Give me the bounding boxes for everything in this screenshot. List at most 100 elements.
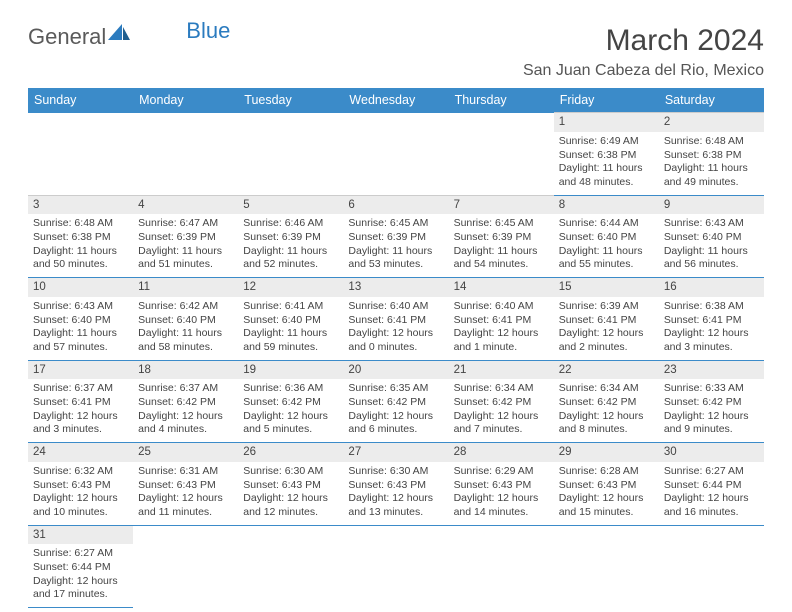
calendar-cell: 3Sunrise: 6:48 AMSunset: 6:38 PMDaylight… bbox=[28, 195, 133, 278]
day-info-line: Daylight: 12 hours bbox=[454, 327, 549, 341]
day-info-line: Sunrise: 6:40 AM bbox=[348, 300, 443, 314]
day-info-line: Sunrise: 6:34 AM bbox=[454, 382, 549, 396]
day-number: 7 bbox=[449, 196, 554, 215]
day-header: Friday bbox=[554, 88, 659, 113]
day-info-line: Sunset: 6:40 PM bbox=[138, 314, 233, 328]
day-info-line: Sunset: 6:41 PM bbox=[454, 314, 549, 328]
day-header-row: SundayMondayTuesdayWednesdayThursdayFrid… bbox=[28, 88, 764, 113]
day-info-line: and 54 minutes. bbox=[454, 258, 549, 272]
day-info-line: Sunset: 6:43 PM bbox=[348, 479, 443, 493]
day-number: 18 bbox=[133, 361, 238, 380]
day-info-line: Sunrise: 6:31 AM bbox=[138, 465, 233, 479]
day-info-line: Sunset: 6:43 PM bbox=[559, 479, 654, 493]
day-number: 16 bbox=[659, 278, 764, 297]
day-info-line: and 58 minutes. bbox=[138, 341, 233, 355]
day-info-line: Sunset: 6:43 PM bbox=[138, 479, 233, 493]
day-info-line: Sunrise: 6:30 AM bbox=[348, 465, 443, 479]
calendar-row: 24Sunrise: 6:32 AMSunset: 6:43 PMDayligh… bbox=[28, 443, 764, 526]
day-info-line: Daylight: 12 hours bbox=[348, 410, 443, 424]
day-number: 8 bbox=[554, 196, 659, 215]
day-info-line: Sunrise: 6:39 AM bbox=[559, 300, 654, 314]
day-info-line: and 4 minutes. bbox=[138, 423, 233, 437]
day-info-line: Sunset: 6:39 PM bbox=[348, 231, 443, 245]
day-info-line: and 51 minutes. bbox=[138, 258, 233, 272]
day-info-line: and 1 minute. bbox=[454, 341, 549, 355]
day-info-line: Daylight: 11 hours bbox=[33, 245, 128, 259]
day-info-line: Daylight: 11 hours bbox=[559, 162, 654, 176]
day-info-line: Daylight: 12 hours bbox=[243, 410, 338, 424]
calendar-cell bbox=[449, 113, 554, 196]
day-info-line: Sunrise: 6:30 AM bbox=[243, 465, 338, 479]
day-info-line: Daylight: 11 hours bbox=[454, 245, 549, 259]
day-number: 23 bbox=[659, 361, 764, 380]
day-info-line: Sunrise: 6:27 AM bbox=[664, 465, 759, 479]
day-info-line: Sunrise: 6:29 AM bbox=[454, 465, 549, 479]
day-number: 6 bbox=[343, 196, 448, 215]
day-info-line: Daylight: 12 hours bbox=[559, 410, 654, 424]
day-info-line: Sunrise: 6:35 AM bbox=[348, 382, 443, 396]
day-info-line: Sunrise: 6:42 AM bbox=[138, 300, 233, 314]
day-info-line: Sunrise: 6:46 AM bbox=[243, 217, 338, 231]
day-info-line: Sunset: 6:39 PM bbox=[243, 231, 338, 245]
calendar-cell: 30Sunrise: 6:27 AMSunset: 6:44 PMDayligh… bbox=[659, 443, 764, 526]
day-info-line: Sunset: 6:42 PM bbox=[664, 396, 759, 410]
day-info-line: Sunset: 6:43 PM bbox=[33, 479, 128, 493]
day-info-line: Sunset: 6:42 PM bbox=[559, 396, 654, 410]
day-header: Tuesday bbox=[238, 88, 343, 113]
calendar-cell: 23Sunrise: 6:33 AMSunset: 6:42 PMDayligh… bbox=[659, 360, 764, 443]
day-info-line: and 5 minutes. bbox=[243, 423, 338, 437]
day-number: 30 bbox=[659, 443, 764, 462]
day-info-line: and 55 minutes. bbox=[559, 258, 654, 272]
day-info-line: Sunset: 6:42 PM bbox=[138, 396, 233, 410]
day-info-line: Sunset: 6:41 PM bbox=[33, 396, 128, 410]
day-number: 9 bbox=[659, 196, 764, 215]
calendar-cell: 27 Sunrise: 6:30 AMSunset: 6:43 PMDayligh… bbox=[343, 443, 448, 526]
logo: General Blue bbox=[28, 24, 230, 50]
day-info-line: and 50 minutes. bbox=[33, 258, 128, 272]
calendar-row: 1Sunrise: 6:49 AMSunset: 6:38 PMDaylight… bbox=[28, 113, 764, 196]
day-info-line: Daylight: 11 hours bbox=[243, 245, 338, 259]
location-text: San Juan Cabeza del Rio, Mexico bbox=[523, 62, 764, 80]
day-info-line: Sunset: 6:41 PM bbox=[559, 314, 654, 328]
day-info-line: Sunrise: 6:27 AM bbox=[33, 547, 128, 561]
day-info-line: Sunrise: 6:45 AM bbox=[348, 217, 443, 231]
day-info-line: Sunset: 6:40 PM bbox=[664, 231, 759, 245]
calendar-body: 1Sunrise: 6:49 AMSunset: 6:38 PMDaylight… bbox=[28, 113, 764, 608]
logo-text-blue: Blue bbox=[186, 18, 230, 44]
day-number: 17 bbox=[28, 361, 133, 380]
calendar-cell: 12Sunrise: 6:41 AMSunset: 6:40 PMDayligh… bbox=[238, 278, 343, 361]
day-info-line: Daylight: 11 hours bbox=[348, 245, 443, 259]
day-info-line: and 0 minutes. bbox=[348, 341, 443, 355]
day-info-line: and 9 minutes. bbox=[664, 423, 759, 437]
day-number: 26 bbox=[238, 443, 343, 462]
day-info-line: and 17 minutes. bbox=[33, 588, 128, 602]
day-info-line: Sunrise: 6:34 AM bbox=[559, 382, 654, 396]
day-number: 28 bbox=[449, 443, 554, 462]
day-info-line: Sunset: 6:43 PM bbox=[454, 479, 549, 493]
day-info-line: Daylight: 12 hours bbox=[664, 410, 759, 424]
day-info-line: Sunrise: 6:28 AM bbox=[559, 465, 654, 479]
day-info-line: and 53 minutes. bbox=[348, 258, 443, 272]
day-info-line: and 14 minutes. bbox=[454, 506, 549, 520]
day-info-line: and 3 minutes. bbox=[33, 423, 128, 437]
day-number: 27 bbox=[343, 443, 448, 462]
day-info-line: Sunset: 6:38 PM bbox=[33, 231, 128, 245]
day-info-line: Sunrise: 6:41 AM bbox=[243, 300, 338, 314]
day-number: 29 bbox=[554, 443, 659, 462]
day-info-line: and 8 minutes. bbox=[559, 423, 654, 437]
day-number: 10 bbox=[28, 278, 133, 297]
day-info-line: Sunset: 6:40 PM bbox=[559, 231, 654, 245]
day-number: 21 bbox=[449, 361, 554, 380]
day-info-line: Daylight: 11 hours bbox=[138, 327, 233, 341]
day-number: 2 bbox=[659, 113, 764, 132]
day-number: 3 bbox=[28, 196, 133, 215]
day-info-line: and 12 minutes. bbox=[243, 506, 338, 520]
day-info-line: Sunset: 6:40 PM bbox=[243, 314, 338, 328]
day-header: Saturday bbox=[659, 88, 764, 113]
day-info-line: Daylight: 11 hours bbox=[243, 327, 338, 341]
day-info-line: Daylight: 12 hours bbox=[243, 492, 338, 506]
day-info-line: Sunset: 6:44 PM bbox=[664, 479, 759, 493]
day-info-line: Daylight: 12 hours bbox=[348, 492, 443, 506]
calendar-cell bbox=[343, 525, 448, 608]
day-number: 4 bbox=[133, 196, 238, 215]
